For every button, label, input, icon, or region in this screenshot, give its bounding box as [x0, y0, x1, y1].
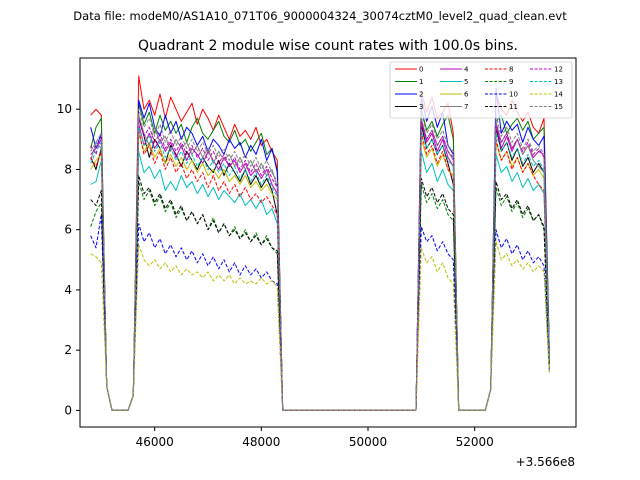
legend-label-6: 6 [464, 91, 469, 99]
y-tick-label: 6 [64, 223, 72, 237]
legend-label-0: 0 [419, 66, 423, 74]
series-line-2 [90, 87, 550, 411]
legend-label-7: 7 [464, 103, 468, 111]
x-tick-label: 48000 [242, 435, 280, 449]
series-line-15 [90, 108, 550, 411]
y-tick-label: 2 [64, 343, 72, 357]
legend-label-5: 5 [464, 78, 468, 86]
x-tick-label: 50000 [349, 435, 387, 449]
chart-title: Quadrant 2 module wise count rates with … [138, 38, 518, 54]
series-line-9 [90, 181, 550, 411]
legend-label-13: 13 [554, 78, 563, 86]
legend-label-9: 9 [509, 78, 513, 86]
legend-label-2: 2 [419, 91, 423, 99]
x-offset-label: +3.566e8 [516, 455, 575, 469]
legend-label-10: 10 [509, 91, 518, 99]
series-line-11 [90, 175, 550, 411]
legend-label-14: 14 [554, 91, 563, 99]
series-line-14 [90, 241, 550, 411]
x-tick-label: 46000 [136, 435, 174, 449]
x-axis: 46000 48000 50000 52000 [136, 427, 494, 449]
series-line-6 [90, 132, 550, 411]
y-tick-label: 8 [64, 162, 72, 176]
legend-label-8: 8 [509, 66, 513, 74]
y-tick-label: 0 [64, 403, 72, 417]
series-line-3 [90, 117, 550, 411]
legend-label-1: 1 [419, 78, 423, 86]
series-line-12 [90, 117, 550, 411]
x-tick-label: 52000 [456, 435, 494, 449]
legend-label-12: 12 [554, 66, 563, 74]
series-line-4 [90, 120, 550, 411]
figure-suptitle: Data file: modeM0/AS1A10_071T06_90000043… [73, 9, 567, 23]
legend-label-4: 4 [464, 66, 469, 74]
y-tick-label: 4 [64, 283, 72, 297]
legend-label-3: 3 [419, 103, 423, 111]
series-line-7 [90, 114, 550, 411]
series-line-10 [90, 214, 550, 411]
legend-box [389, 61, 573, 119]
legend-label-11: 11 [509, 103, 518, 111]
legend-label-15: 15 [554, 103, 563, 111]
series-layer [90, 75, 550, 411]
series-line-8 [90, 129, 550, 411]
series-line-5 [90, 150, 550, 411]
y-tick-label: 10 [57, 102, 72, 116]
plot-frame [79, 57, 577, 428]
y-axis: 0 2 4 6 8 10 [57, 102, 80, 417]
